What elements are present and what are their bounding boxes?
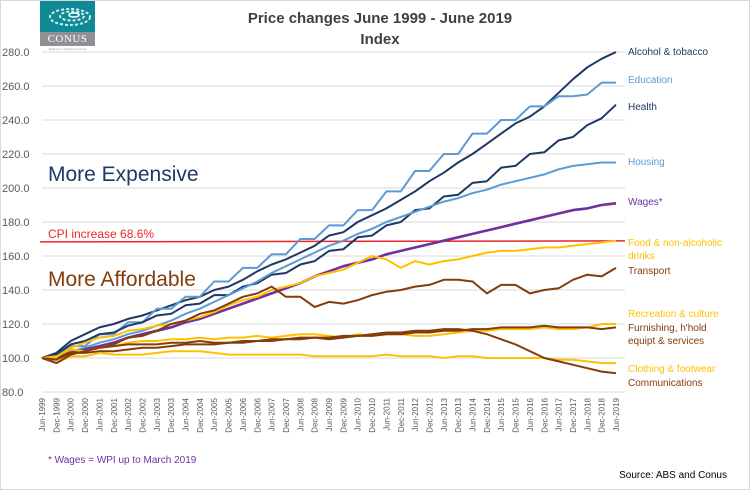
- series-line-housing: [41, 161, 616, 359]
- series-line-communications: [41, 328, 617, 375]
- x-tick-label: Jun-2010: [354, 397, 363, 431]
- chart-subtitle: Index: [360, 31, 400, 48]
- logo-swirl-icon: [49, 8, 91, 26]
- x-tick-label: Dec-2014: [483, 397, 492, 432]
- x-tick-label: Dec-2002: [138, 397, 147, 432]
- y-tick-label: 200.0: [2, 183, 30, 195]
- cpi-label: CPI increase 68.6%: [48, 227, 154, 241]
- x-tick-label: Dec-2004: [196, 397, 205, 432]
- legend-label-line: drinks: [628, 251, 655, 262]
- x-tick-label: Dec-2018: [598, 397, 607, 432]
- series-line-health: [41, 103, 617, 359]
- x-tick-label: Dec-1999: [52, 397, 61, 432]
- x-axis: Jun-1999 Dec-1999 Jun-2000 Dec-2000 Jun-2001…: [38, 397, 621, 432]
- x-tick-label: Dec-2005: [225, 397, 234, 432]
- x-tick-label: Dec-2015: [512, 397, 521, 432]
- source-note: Source: ABS and Conus: [619, 470, 727, 481]
- x-tick-label: Dec-2003: [167, 397, 176, 432]
- x-tick-label: Jun-2004: [182, 397, 191, 431]
- legend-label-food-non-alcoholic-drinks: Food & non-alcoholic drinks: [628, 238, 722, 262]
- x-tick-label: Jun-2018: [583, 397, 592, 431]
- x-tick-label: Jun-2011: [382, 397, 391, 430]
- x-tick-label: Jun-2012: [411, 397, 420, 431]
- y-tick-label: 160.0: [2, 251, 30, 263]
- series-line-education: [42, 81, 616, 359]
- series-line-clothing-footwear: [41, 350, 616, 365]
- legend-label-line: Food & non-alcoholic: [628, 238, 722, 249]
- logo-subtitle: Business Consultancy Services: [48, 47, 87, 51]
- legend-label-housing: Housing: [628, 157, 665, 168]
- legend-label-line: Furnishing, h'hold: [628, 323, 707, 334]
- y-tick-label: 240.0: [2, 115, 30, 127]
- y-tick-label: 140.0: [2, 285, 30, 297]
- x-tick-label: Jun-2009: [325, 397, 334, 431]
- chart-title-block: Price changes June 1999 - June 2019 Inde…: [180, 8, 580, 50]
- x-tick-label: Jun-2002: [124, 397, 133, 431]
- legend-label-furnishing-h-hold-equipt-services: Furnishing, h'hold equipt & services: [628, 323, 707, 347]
- x-tick-label: Jun-2005: [210, 397, 219, 431]
- legend-label-alcohol-tobacco: Alcohol & tobacco: [628, 47, 708, 58]
- x-tick-label: Jun-2003: [153, 397, 162, 431]
- x-tick-label: Jun-2008: [296, 397, 305, 431]
- series-line-recreation-culture: [41, 323, 616, 359]
- y-tick-label: 80.0: [2, 387, 23, 399]
- y-tick-label: 180.0: [2, 217, 30, 229]
- annotation-more-affordable: More Affordable: [48, 268, 196, 291]
- series-lines: [41, 51, 617, 375]
- series-line-wages: [41, 202, 617, 360]
- x-tick-label: Dec-2008: [311, 397, 320, 432]
- legend-label-clothing-footwear: Clothing & footwear: [628, 364, 716, 375]
- legend-label-line: equipt & services: [628, 336, 704, 347]
- logo-emblem: [40, 1, 95, 32]
- legend: Alcohol & tobacco Education Health Housing W…: [628, 47, 722, 389]
- x-tick-label: Dec-2001: [110, 397, 119, 432]
- x-tick-label: Jun-2017: [555, 397, 564, 431]
- legend-label-communications: Communications: [628, 378, 702, 389]
- x-tick-label: Dec-2012: [425, 397, 434, 432]
- y-tick-label: 260.0: [2, 81, 30, 93]
- legend-label-wages: Wages*: [628, 197, 663, 208]
- x-tick-label: Jun-2015: [497, 397, 506, 431]
- series-line-food-non-alcoholic-drinks: [42, 239, 617, 359]
- chart-title: Price changes June 1999 - June 2019: [247, 10, 513, 27]
- x-tick-label: Jun-2000: [67, 397, 76, 431]
- gridlines: [42, 51, 625, 393]
- x-tick-label: Dec-2010: [368, 397, 377, 432]
- x-tick-label: Dec-2009: [339, 397, 348, 432]
- x-tick-label: Jun-2001: [95, 397, 104, 431]
- x-tick-label: Jun-2006: [239, 397, 248, 431]
- x-tick-label: Jun-2019: [612, 397, 621, 431]
- annotation-more-expensive: More Expensive: [48, 163, 199, 186]
- legend-label-education: Education: [628, 75, 672, 86]
- y-tick-label: 280.0: [2, 47, 30, 59]
- legend-label-recreation-culture: Recreation & culture: [628, 309, 719, 320]
- y-axis: 80.0 100.0 120.0 140.0 160.0 180.0 200.0 220.0 2…: [2, 47, 30, 399]
- legend-label-transport: Transport: [628, 266, 671, 277]
- series-line-transport: [41, 267, 617, 361]
- x-tick-label: Dec-2017: [569, 397, 578, 432]
- x-tick-label: Jun-2013: [440, 397, 449, 431]
- legend-label-health: Health: [628, 102, 657, 113]
- x-tick-label: Jun-1999: [38, 397, 47, 431]
- series-line-furnishing-h-hold-equipt-services: [41, 324, 617, 361]
- cpi-reference-line: [39, 240, 626, 243]
- y-tick-label: 120.0: [2, 319, 30, 331]
- logo-wordmark: CONUS: [40, 32, 95, 46]
- footnote: * Wages = WPI up to March 2019: [48, 455, 197, 466]
- x-tick-label: Jun-2007: [268, 397, 277, 431]
- x-tick-label: Dec-2011: [397, 397, 406, 432]
- x-tick-label: Dec-2013: [454, 397, 463, 432]
- conus-logo: CONUS Business Consultancy Services: [40, 1, 95, 51]
- y-tick-label: 100.0: [2, 353, 30, 365]
- x-tick-label: Jun-2016: [526, 397, 535, 431]
- y-tick-label: 220.0: [2, 149, 30, 161]
- x-tick-label: Jun-2014: [469, 397, 478, 431]
- x-tick-label: Dec-2007: [282, 397, 291, 432]
- x-tick-label: Dec-2006: [253, 397, 262, 432]
- series-line-alcohol-tobacco: [41, 51, 617, 359]
- x-tick-label: Dec-2000: [81, 397, 90, 432]
- x-tick-label: Dec-2016: [540, 397, 549, 432]
